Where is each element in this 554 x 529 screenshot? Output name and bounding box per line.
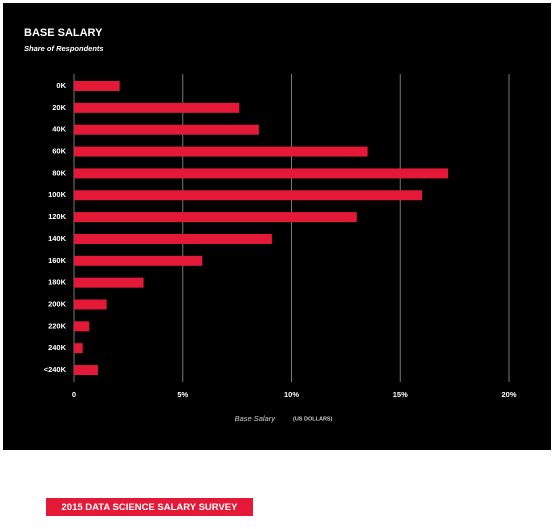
chart-panel — [3, 3, 551, 450]
x-tick-label: 5% — [177, 390, 188, 399]
y-tick-label: 20K — [52, 103, 66, 112]
y-tick-label: 120K — [48, 212, 67, 221]
y-tick-label: 240K — [48, 343, 67, 352]
bar — [74, 365, 98, 376]
y-tick-label: 80K — [52, 168, 66, 177]
bar — [74, 168, 449, 179]
bar — [74, 81, 120, 91]
y-tick-label: 180K — [48, 278, 67, 287]
x-tick-label: 0 — [72, 390, 76, 399]
footer-badge — [46, 498, 253, 516]
x-tick-label: 20% — [501, 390, 516, 399]
bar — [74, 190, 422, 201]
x-axis-label: Base Salary — [235, 414, 277, 423]
bar — [74, 146, 368, 157]
chart-title: BASE SALARY — [24, 27, 103, 39]
y-tick-label: 220K — [48, 321, 67, 330]
y-tick-label: 160K — [48, 256, 67, 265]
footer-badge-text: 2015 DATA SCIENCE SALARY SURVEY — [62, 502, 239, 513]
bar — [74, 255, 203, 266]
x-tick-label: 15% — [393, 390, 408, 399]
x-axis-label-note: (US DOLLARS) — [293, 416, 333, 422]
y-tick-label: 200K — [48, 299, 67, 308]
bar — [74, 124, 259, 135]
bar — [74, 321, 90, 332]
y-tick-label: 60K — [52, 147, 66, 156]
bar — [74, 233, 272, 244]
y-tick-label: 100K — [48, 190, 67, 199]
bar — [74, 299, 107, 310]
y-tick-label: 40K — [52, 125, 66, 134]
bar — [74, 212, 357, 223]
bar — [74, 343, 83, 354]
bar — [74, 102, 240, 113]
x-tick-label: 10% — [284, 390, 299, 399]
y-tick-label: 0K — [56, 81, 66, 90]
bar — [74, 277, 144, 288]
y-tick-label: <240K — [44, 365, 67, 374]
y-tick-label: 140K — [48, 234, 67, 243]
chart-subtitle: Share of Respondents — [24, 44, 104, 53]
